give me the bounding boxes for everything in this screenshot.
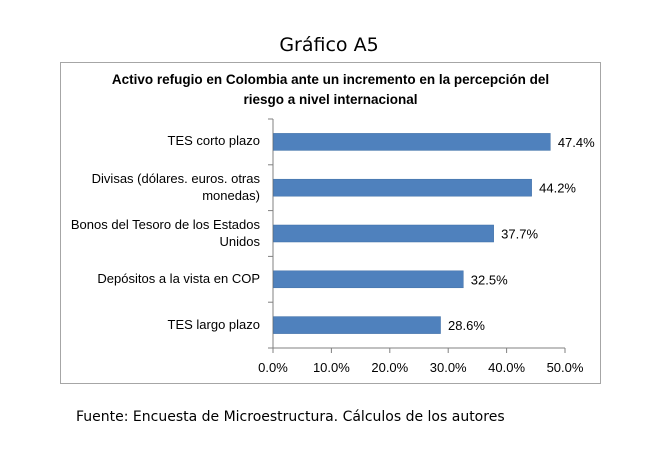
bar-value-label: 47.4% [558,135,595,150]
category-label-line: TES corto plazo [167,133,261,149]
chart-frame [60,62,601,384]
category-label-line: Bonos del Tesoro de los Estados [70,216,260,232]
bar [273,178,532,197]
bar [273,224,494,243]
chart-title-line-2: riesgo a nivel internacional [243,92,418,107]
x-tick-label: 40.0% [488,360,525,375]
category-label: Depósitos a la vista en COP [60,270,260,287]
bar [273,133,551,151]
bar [273,316,441,334]
category-label: Bonos del Tesoro de los Estados Unidos [60,216,260,250]
x-tick-label: 30.0% [430,360,467,375]
category-label-line: monedas) [202,187,260,203]
category-label: TES corto plazo [60,132,261,149]
category-label-line: TES largo plazo [167,316,261,332]
chart-title-line-1: Activo refugio en Colombia ante un incre… [111,72,550,87]
bar [273,270,464,289]
x-tick-label: 20.0% [371,360,408,375]
x-tick-label: 0.0% [258,360,288,375]
category-label: TES largo plazo [60,316,261,333]
x-tick-label: 10.0% [313,360,350,375]
bar-value-label: 28.6% [448,318,485,333]
bar-value-label: 37.7% [501,227,538,242]
bar-value-label: 32.5% [471,272,508,287]
category-label-line: Depósitos a la vista en COP [97,270,260,286]
source-note: Fuente: Encuesta de Microestructura. Cál… [76,409,505,425]
category-label-line: Divisas (dólares. euros. otras [91,170,260,186]
figure-title: Gráfico A5 [279,34,379,56]
category-label: Divisas (dólares. euros. otras monedas) [60,170,260,204]
category-label-line: Unidos [219,233,260,249]
bar-value-label: 44.2% [539,181,576,196]
chart-title: Activo refugio en Colombia ante un incre… [60,70,601,110]
x-tick-label: 50.0% [547,360,584,375]
